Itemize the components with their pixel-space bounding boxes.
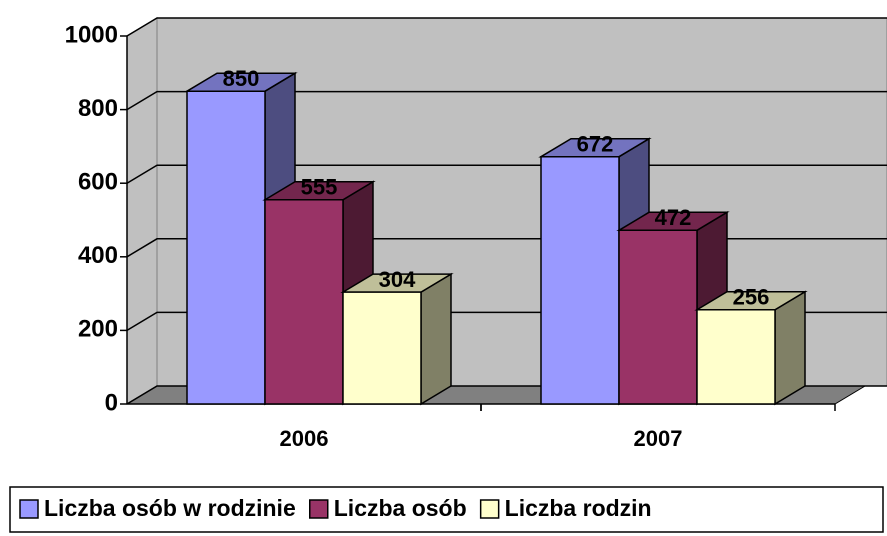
bar-front xyxy=(342,291,422,405)
bar-front xyxy=(540,155,620,405)
value-label: 472 xyxy=(655,205,692,230)
y-tick-label: 200 xyxy=(78,316,118,343)
y-tick-label: 600 xyxy=(78,169,118,196)
x-tick-label: 2007 xyxy=(634,426,683,451)
value-label: 256 xyxy=(733,285,770,310)
bar-front xyxy=(696,309,776,405)
legend-swatch xyxy=(479,499,500,519)
legend-swatch xyxy=(309,499,329,519)
legend-swatch xyxy=(19,499,39,519)
value-label: 555 xyxy=(301,175,338,200)
y-tick-label: 400 xyxy=(78,242,118,269)
y-tick-label: 0 xyxy=(105,389,118,416)
y-tick-label: 800 xyxy=(78,95,118,122)
grid-line xyxy=(126,90,887,111)
legend-label: Liczba osób w rodzinie xyxy=(44,495,296,521)
bar xyxy=(694,290,808,406)
bar-side xyxy=(774,290,806,406)
value-label: 304 xyxy=(379,267,416,292)
bar xyxy=(340,272,454,406)
bar-front xyxy=(186,90,266,405)
bar-side xyxy=(420,272,452,406)
value-label: 850 xyxy=(223,66,260,91)
x-tick-label: 2006 xyxy=(280,426,329,451)
grid-line xyxy=(126,17,887,37)
side-wall xyxy=(126,17,158,405)
bar-front xyxy=(618,229,698,405)
y-tick-label: 1000 xyxy=(65,21,118,48)
bar-front xyxy=(264,199,344,405)
legend-label: Liczba rodzin xyxy=(505,495,652,521)
legend-box xyxy=(9,486,884,533)
value-label: 672 xyxy=(577,132,614,157)
legend-label: Liczba osób xyxy=(334,495,467,521)
